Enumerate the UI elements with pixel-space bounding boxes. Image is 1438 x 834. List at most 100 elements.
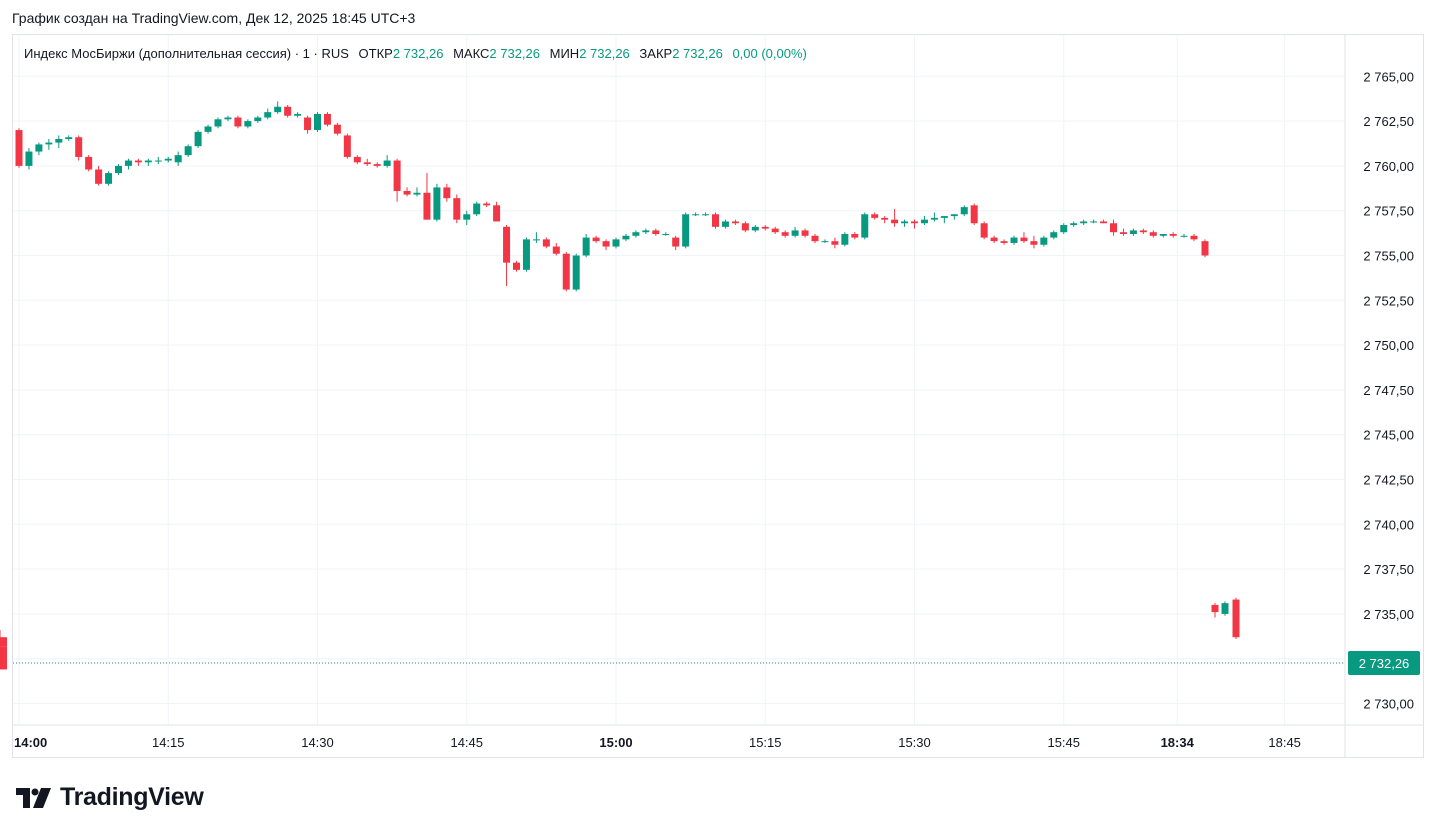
candle-body xyxy=(911,221,918,224)
y-tick-label: 2 740,00 xyxy=(1363,517,1414,532)
candle-body xyxy=(393,160,401,191)
candle-body xyxy=(264,112,272,118)
candle-body xyxy=(65,137,73,140)
high-label: МАКС xyxy=(453,46,490,61)
candle-body xyxy=(234,117,242,127)
candle-body xyxy=(333,124,341,134)
candle-body xyxy=(343,135,351,157)
candle-body xyxy=(274,106,282,113)
candle-body xyxy=(194,131,202,147)
y-tick-label: 2 752,50 xyxy=(1363,293,1414,308)
candle-body xyxy=(1159,233,1167,236)
candle-body xyxy=(55,139,63,143)
y-tick-label: 2 742,50 xyxy=(1363,473,1414,488)
candle-body xyxy=(1020,237,1028,242)
candle-body xyxy=(105,173,113,184)
open-label: ОТКР xyxy=(358,46,393,61)
candle-body xyxy=(612,239,620,247)
candle-body xyxy=(622,235,630,240)
candle-body xyxy=(642,230,650,233)
candle-body xyxy=(1190,235,1198,240)
candle-body xyxy=(841,233,849,245)
y-tick-label: 2 757,50 xyxy=(1363,204,1414,219)
candle-body xyxy=(831,241,839,245)
candle-body xyxy=(1110,223,1117,233)
candle-body xyxy=(592,237,600,242)
candle-body xyxy=(970,205,978,224)
candle-body xyxy=(124,160,132,166)
candle-body xyxy=(75,137,83,157)
candle-body xyxy=(473,203,481,215)
candle-body xyxy=(891,219,899,224)
y-tick-label: 2 745,00 xyxy=(1363,428,1414,443)
x-tick-label: 15:00 xyxy=(599,735,632,750)
candle-body xyxy=(940,216,948,218)
candle-body xyxy=(801,230,809,236)
candle-body xyxy=(1000,241,1008,243)
candle-body xyxy=(712,214,719,227)
candle-body xyxy=(602,241,610,247)
y-tick-label: 2 747,50 xyxy=(1363,383,1414,398)
candle-body xyxy=(1070,223,1078,226)
symbol-name[interactable]: Индекс МосБиржи (дополнительная сессия) … xyxy=(24,46,349,61)
candle-body xyxy=(513,262,520,270)
symbol-legend: Индекс МосБиржи (дополнительная сессия) … xyxy=(24,46,807,61)
y-tick-label: 2 735,00 xyxy=(1363,607,1414,622)
close-value: 2 732,26 xyxy=(672,46,723,61)
candle-body xyxy=(1129,230,1137,234)
candle-body xyxy=(821,241,829,243)
candle-body xyxy=(164,158,172,161)
tradingview-logo[interactable]: TradingView xyxy=(16,783,204,812)
x-tick-label: 15:45 xyxy=(1047,735,1080,750)
tradingview-logo-text: TradingView xyxy=(60,783,204,811)
x-tick-label: 14:15 xyxy=(152,735,185,750)
candle-body xyxy=(1169,233,1177,236)
candle-body xyxy=(144,160,152,163)
candle-body xyxy=(0,646,7,661)
candle-body xyxy=(682,214,690,247)
low-label: МИН xyxy=(549,46,580,61)
x-tick-label: 18:34 xyxy=(1161,735,1195,750)
candle-body xyxy=(453,198,461,220)
candle-body xyxy=(254,117,262,122)
candle-body xyxy=(672,237,680,247)
candle-body xyxy=(861,214,869,238)
candle-body xyxy=(901,221,909,224)
candle-body xyxy=(1211,604,1219,613)
candle-body xyxy=(413,192,421,195)
candle-body xyxy=(0,660,7,670)
candle-body xyxy=(1060,225,1068,233)
candle-body xyxy=(184,146,192,156)
candle-body xyxy=(363,162,371,165)
candle-body xyxy=(45,142,53,145)
candle-body xyxy=(294,113,302,116)
candle-body xyxy=(244,121,252,127)
y-tick-label: 2 750,00 xyxy=(1363,338,1414,353)
candle-body xyxy=(1149,232,1157,236)
candle-body xyxy=(692,214,700,216)
candle-body xyxy=(1100,221,1108,224)
high-value: 2 732,26 xyxy=(489,46,540,61)
candle-body xyxy=(572,255,580,290)
last-price-tag xyxy=(1348,651,1420,676)
candle-body xyxy=(771,228,779,233)
candle-body xyxy=(1050,232,1058,238)
candle-body xyxy=(791,230,799,236)
candle-body xyxy=(562,253,570,290)
candle-body xyxy=(552,246,560,254)
candle-body xyxy=(134,160,142,163)
candle-body xyxy=(1201,241,1209,256)
x-tick-label: 18:45 xyxy=(1268,735,1301,750)
open-value: 2 732,26 xyxy=(392,46,444,61)
candle-body xyxy=(1221,603,1229,614)
candle-body xyxy=(0,637,7,647)
candle-body xyxy=(483,203,491,206)
x-tick-label: 15:15 xyxy=(749,735,782,750)
y-tick-label: 2 760,00 xyxy=(1363,159,1414,174)
candle-body xyxy=(881,217,889,220)
candle-body xyxy=(353,156,361,163)
x-tick-label: 15:30 xyxy=(898,735,931,750)
candle-body xyxy=(662,233,670,235)
candle-body xyxy=(582,237,590,256)
